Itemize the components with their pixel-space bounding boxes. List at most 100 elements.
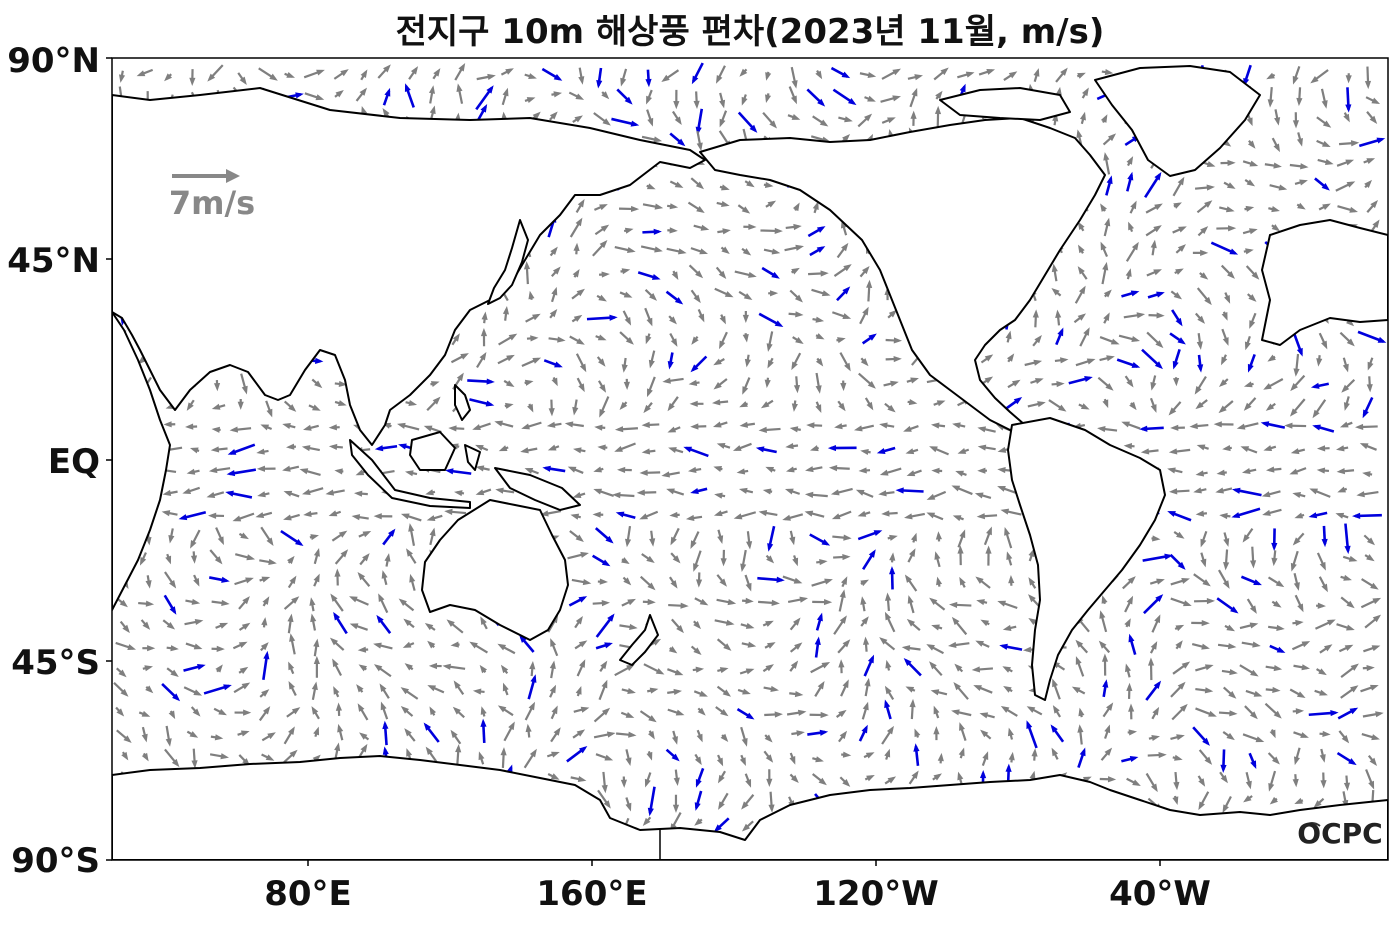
wind-arrow-head xyxy=(908,399,918,406)
wind-arrow-head xyxy=(1223,538,1230,547)
wind-arrow-head xyxy=(1372,614,1382,623)
wind-arrow-head xyxy=(1227,159,1236,167)
wind-arrow-head xyxy=(1204,200,1213,208)
wind-arrow-head xyxy=(1243,381,1253,388)
wind-arrow-head xyxy=(505,380,515,388)
wind-arrow-head xyxy=(934,105,942,115)
wind-arrow-head xyxy=(886,725,894,735)
wind-arrow-head xyxy=(1276,624,1285,632)
wind-arrow-head xyxy=(593,488,603,495)
wind-arrow-head xyxy=(448,425,457,432)
wind-arrow-head xyxy=(744,358,751,368)
wind-arrow-head xyxy=(1077,244,1085,254)
wind-arrow-head xyxy=(1218,405,1227,414)
wind-arrow-head xyxy=(1342,363,1349,373)
wind-arrow-head xyxy=(242,596,250,605)
wind-arrow-head xyxy=(1243,795,1252,803)
wind-arrow-head xyxy=(842,679,849,689)
wind-arrow-head xyxy=(1005,330,1012,340)
wind-arrow-head xyxy=(1175,640,1183,649)
wind-arrow-head xyxy=(313,655,320,665)
wind-arrow-head xyxy=(889,552,896,561)
wind-arrow-head xyxy=(1195,470,1205,477)
wind-arrow-head xyxy=(1321,538,1328,548)
wind-arrow-head xyxy=(1172,360,1179,370)
wind-arrow-head xyxy=(1268,782,1275,792)
wind-arrow-head xyxy=(1208,710,1217,717)
map-title: 전지구 10m 해상풍 편차(2023년 11월, m/s) xyxy=(395,12,1105,52)
wind-arrow-head xyxy=(819,119,829,127)
wind-arrow-head xyxy=(287,613,294,623)
wind-arrow-head xyxy=(666,488,675,495)
wind-arrow-head xyxy=(770,685,779,692)
wind-arrow-head xyxy=(382,108,390,117)
wind-arrow-head xyxy=(673,688,682,696)
wind-arrow-head xyxy=(505,68,514,75)
wind-arrow-head xyxy=(1034,378,1044,384)
wind-arrow-head xyxy=(1006,353,1015,362)
wind-arrow-head xyxy=(653,228,662,235)
wind-arrow-head xyxy=(1194,386,1202,395)
reference-vector-legend: 7m/s xyxy=(169,169,255,222)
wind-arrow-head xyxy=(1173,202,1182,209)
wind-arrow-head xyxy=(572,406,579,416)
wind-arrow-head xyxy=(821,290,831,297)
wind-arrow-head xyxy=(575,93,585,100)
wind-arrow-head xyxy=(864,113,873,122)
wind-arrow-head xyxy=(765,620,774,627)
wind-arrow-head xyxy=(1350,685,1359,693)
wind-arrow-head xyxy=(749,124,758,133)
wind-arrow-head xyxy=(1252,641,1261,648)
wind-arrow-head xyxy=(842,639,851,648)
wind-arrow-head xyxy=(977,467,986,474)
wind-arrow-head xyxy=(530,674,537,683)
wind-arrow-head xyxy=(1056,380,1065,388)
wind-arrow-head xyxy=(291,596,300,604)
wind-arrow-head xyxy=(223,684,232,691)
wind-arrow-head xyxy=(669,511,678,519)
wind-arrow-head xyxy=(1106,175,1113,185)
wind-arrow-head xyxy=(645,335,652,345)
wind-arrow-head xyxy=(351,514,361,521)
wind-arrow-head xyxy=(949,601,958,609)
wind-arrow-head xyxy=(1227,643,1237,650)
wind-arrow-head xyxy=(551,286,558,296)
wind-arrow-head xyxy=(790,774,799,783)
wind-arrow-head xyxy=(980,729,989,738)
wind-arrow-head xyxy=(340,69,349,77)
wind-arrow-head xyxy=(691,75,699,85)
wind-arrow-head xyxy=(169,606,177,615)
wind-arrow-head xyxy=(1319,689,1328,696)
wind-arrow-head xyxy=(959,576,966,586)
wind-arrow-head xyxy=(1368,780,1375,790)
wind-arrow-head xyxy=(551,377,558,387)
wind-arrow-head xyxy=(283,514,292,521)
wind-arrow-head xyxy=(878,490,887,497)
wind-arrow-head xyxy=(669,203,679,210)
wind-arrow-head xyxy=(601,679,608,689)
wind-arrow-head xyxy=(621,268,631,275)
wind-arrow-head xyxy=(453,680,461,689)
wind-arrow-head xyxy=(145,580,152,589)
wind-arrow-head xyxy=(1362,409,1369,419)
wind-arrow-head xyxy=(388,528,396,537)
wind-arrow-head xyxy=(139,556,147,566)
wind-arrow-head xyxy=(310,613,317,623)
wind-arrow-head xyxy=(952,515,962,522)
wind-arrow-head xyxy=(1318,668,1327,676)
wind-arrow-head xyxy=(570,513,580,520)
wind-arrow-head xyxy=(373,664,383,672)
wind-arrow-head xyxy=(819,729,829,736)
wind-arrow-head xyxy=(959,722,965,731)
wind-arrow-head xyxy=(241,622,251,630)
wind-arrow-head xyxy=(739,757,746,767)
wind-arrow-head xyxy=(1266,72,1275,80)
wind-arrow-head xyxy=(170,669,179,678)
wind-arrow-head xyxy=(688,379,698,386)
wind-arrow-head xyxy=(674,669,684,676)
wind-arrow-head xyxy=(1103,152,1110,161)
wind-arrow-head xyxy=(1301,641,1311,648)
wind-arrow-head xyxy=(502,87,509,97)
wind-arrow-head xyxy=(261,689,270,697)
wind-arrow-head xyxy=(795,244,804,251)
